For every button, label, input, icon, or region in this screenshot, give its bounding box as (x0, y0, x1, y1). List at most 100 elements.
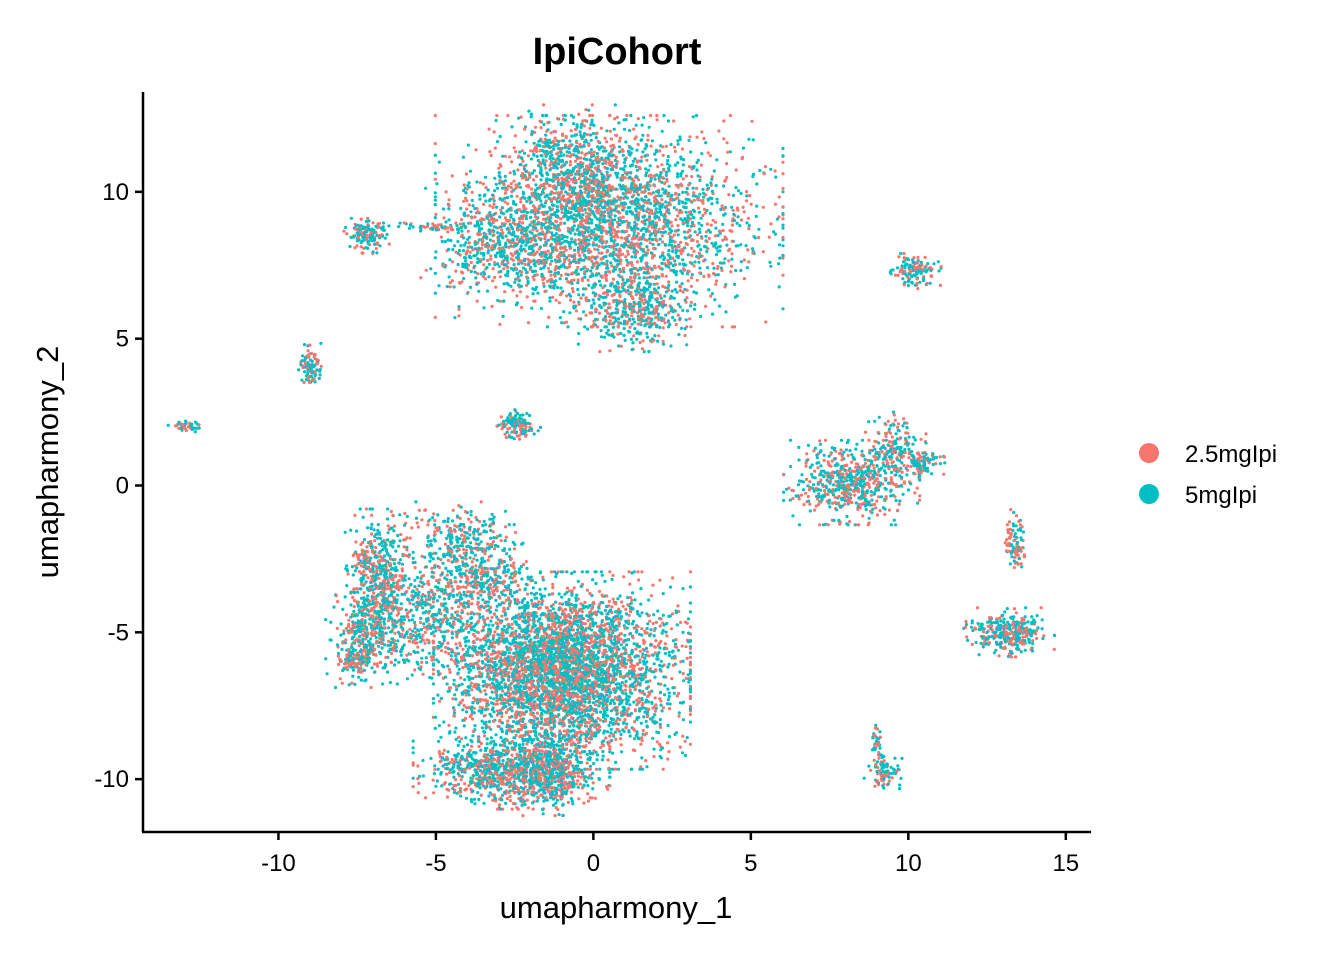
point-5mgipi (551, 179, 555, 183)
point-2.5mgipi (689, 325, 693, 329)
point-2.5mgipi (632, 193, 636, 197)
point-2.5mgipi (630, 241, 634, 246)
point-5mgipi (828, 505, 832, 509)
point-5mgipi (583, 275, 587, 279)
point-2.5mgipi (509, 415, 513, 419)
point-5mgipi (512, 263, 516, 267)
point-2.5mgipi (489, 153, 493, 158)
point-5mgipi (642, 233, 646, 237)
point-5mgipi (645, 245, 649, 249)
point-2.5mgipi (565, 154, 570, 158)
point-5mgipi (696, 174, 700, 178)
point-5mgipi (918, 280, 922, 284)
point-5mgipi (576, 162, 580, 166)
point-2.5mgipi (510, 160, 514, 164)
point-5mgipi (622, 306, 626, 310)
point-5mgipi (524, 217, 529, 221)
point-5mgipi (617, 222, 621, 227)
point-2.5mgipi (609, 322, 613, 326)
point-5mgipi (381, 221, 386, 225)
point-5mgipi (575, 125, 579, 129)
point-5mgipi (485, 265, 489, 270)
point-2.5mgipi (704, 230, 709, 234)
point-5mgipi (928, 281, 932, 285)
point-2.5mgipi (608, 222, 612, 226)
point-5mgipi (367, 219, 371, 223)
point-5mgipi (525, 411, 529, 416)
point-5mgipi (653, 203, 657, 208)
point-5mgipi (600, 230, 604, 234)
point-5mgipi (539, 199, 543, 203)
point-5mgipi (602, 301, 606, 305)
point-5mgipi (621, 184, 625, 188)
point-5mgipi (689, 224, 694, 228)
point-5mgipi (659, 194, 663, 198)
point-5mgipi (466, 143, 470, 147)
point-2.5mgipi (622, 266, 626, 270)
point-2.5mgipi (654, 305, 659, 309)
point-2.5mgipi (682, 268, 687, 272)
point-5mgipi (677, 193, 681, 197)
point-2.5mgipi (491, 267, 495, 271)
point-5mgipi (636, 218, 640, 222)
point-5mgipi (640, 123, 644, 127)
point-5mgipi (807, 499, 811, 503)
point-5mgipi (498, 243, 502, 247)
point-2.5mgipi (702, 207, 707, 211)
point-5mgipi (515, 251, 519, 255)
point-5mgipi (452, 285, 456, 289)
point-5mgipi (618, 321, 623, 325)
point-2.5mgipi (387, 242, 391, 246)
point-5mgipi (581, 293, 585, 297)
point-2.5mgipi (446, 226, 450, 230)
point-5mgipi (497, 171, 501, 175)
point-5mgipi (310, 359, 314, 363)
point-2.5mgipi (727, 259, 731, 263)
point-2.5mgipi (629, 275, 633, 279)
point-5mgipi (605, 166, 610, 171)
point-5mgipi (738, 224, 742, 228)
point-2.5mgipi (503, 290, 507, 294)
point-5mgipi (625, 258, 629, 262)
point-2.5mgipi (568, 144, 572, 148)
point-5mgipi (606, 175, 610, 179)
point-2.5mgipi (590, 259, 594, 263)
point-5mgipi (903, 280, 907, 284)
point-2.5mgipi (558, 293, 563, 297)
point-2.5mgipi (611, 277, 616, 281)
point-2.5mgipi (711, 271, 716, 276)
point-5mgipi (815, 453, 819, 457)
point-2.5mgipi (512, 146, 516, 150)
point-5mgipi (516, 262, 521, 266)
point-5mgipi (633, 327, 637, 331)
point-5mgipi (530, 129, 534, 134)
point-2.5mgipi (906, 275, 910, 280)
point-2.5mgipi (635, 189, 639, 193)
point-5mgipi (745, 266, 750, 270)
point-2.5mgipi (781, 186, 785, 191)
point-2.5mgipi (804, 491, 808, 495)
point-5mgipi (906, 284, 911, 288)
point-2.5mgipi (593, 178, 597, 182)
point-5mgipi (568, 240, 573, 244)
point-2.5mgipi (781, 217, 785, 221)
point-2.5mgipi (887, 508, 892, 512)
point-5mgipi (622, 333, 626, 337)
point-5mgipi (577, 331, 581, 336)
point-5mgipi (680, 282, 684, 286)
point-2.5mgipi (593, 206, 597, 210)
point-2.5mgipi (680, 147, 685, 151)
point-5mgipi (647, 350, 651, 354)
point-5mgipi (649, 323, 653, 327)
point-5mgipi (313, 374, 317, 378)
point-2.5mgipi (474, 148, 478, 152)
point-2.5mgipi (533, 210, 537, 214)
point-2.5mgipi (678, 288, 682, 293)
point-5mgipi (648, 221, 652, 225)
point-5mgipi (663, 294, 667, 298)
point-2.5mgipi (615, 265, 619, 269)
point-5mgipi (532, 152, 536, 156)
point-2.5mgipi (689, 284, 694, 288)
point-2.5mgipi (647, 229, 651, 233)
point-5mgipi (585, 327, 590, 331)
